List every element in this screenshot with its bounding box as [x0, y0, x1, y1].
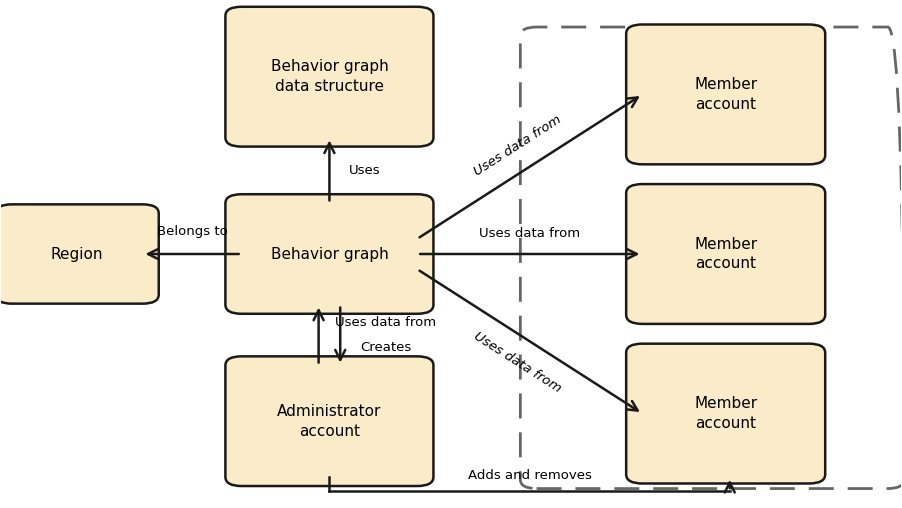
Text: Member
account: Member account — [695, 237, 758, 271]
FancyBboxPatch shape — [0, 204, 159, 304]
Text: Belongs to: Belongs to — [157, 225, 227, 238]
FancyBboxPatch shape — [226, 7, 434, 147]
Text: Administrator
account: Administrator account — [277, 404, 382, 438]
Text: Creates: Creates — [360, 341, 411, 354]
Text: Uses data from: Uses data from — [479, 227, 580, 240]
Text: Uses data from: Uses data from — [335, 316, 436, 329]
Text: Behavior graph
data structure: Behavior graph data structure — [271, 59, 388, 94]
Text: Uses: Uses — [349, 164, 381, 177]
Text: Behavior graph: Behavior graph — [271, 246, 388, 262]
Text: Adds and removes: Adds and removes — [467, 469, 592, 482]
Text: Member
account: Member account — [695, 77, 758, 112]
Text: Region: Region — [51, 246, 104, 262]
FancyBboxPatch shape — [226, 356, 434, 486]
FancyBboxPatch shape — [626, 344, 825, 484]
FancyBboxPatch shape — [226, 194, 434, 314]
Text: Uses data from: Uses data from — [471, 113, 564, 179]
FancyBboxPatch shape — [626, 184, 825, 324]
Text: Member
account: Member account — [695, 396, 758, 431]
Text: Uses data from: Uses data from — [471, 329, 564, 395]
FancyBboxPatch shape — [626, 24, 825, 164]
